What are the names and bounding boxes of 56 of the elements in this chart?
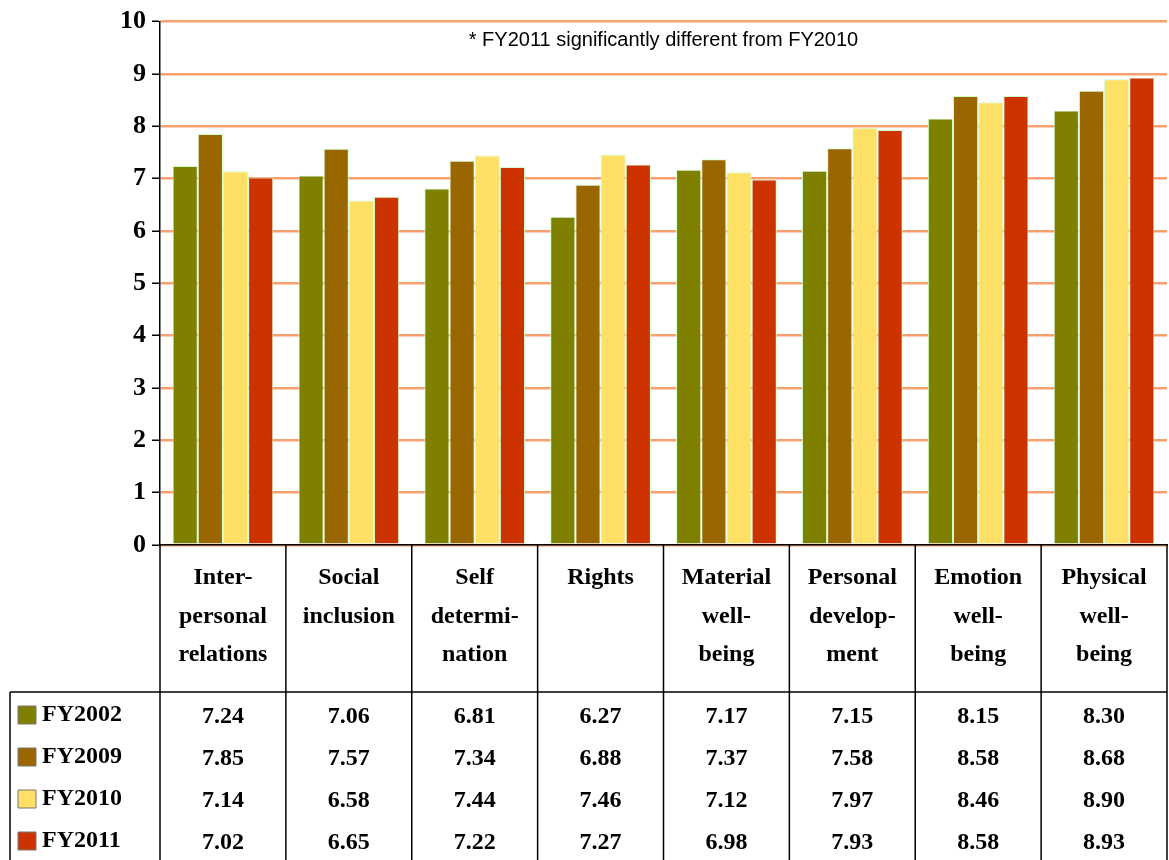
data-label: 7.02	[201, 828, 244, 854]
y-tick-label: 8	[133, 109, 146, 139]
x-tick-label: Material well- being	[681, 563, 772, 666]
data-label: 7.27	[579, 828, 622, 854]
annotation: * FY2011 significantly different from FY2010	[468, 27, 859, 50]
data-label: 7.15	[831, 702, 874, 728]
y-tick-label: 7	[133, 162, 146, 192]
legend-label: FY2010	[42, 784, 122, 811]
data-label: 7.93	[831, 828, 874, 854]
data-label: 7.34	[453, 744, 496, 770]
data-label: 7.12	[705, 786, 748, 812]
data-label: 7.58	[831, 744, 874, 770]
data-label: 8.93	[1083, 828, 1126, 854]
legend-label: FY2009	[42, 742, 122, 769]
data-label: 6.88	[579, 744, 622, 770]
x-tick-label: Self determi- nation	[430, 563, 519, 666]
data-label: 8.46	[957, 786, 1000, 812]
data-label: 7.57	[327, 744, 370, 770]
data-label: 7.44	[453, 786, 496, 812]
data-label: 7.17	[705, 702, 748, 728]
y-tick-label: 6	[133, 214, 146, 244]
y-tick-label: 0	[133, 528, 146, 558]
y-tick-label: 2	[133, 423, 146, 453]
x-tick-label: Physical well- being	[1061, 563, 1148, 666]
data-label: 6.58	[327, 786, 370, 812]
y-tick-label: 3	[133, 371, 146, 401]
data-label: 8.15	[957, 702, 1000, 728]
x-tick-label: Rights	[567, 563, 634, 590]
data-label: 8.90	[1083, 786, 1126, 812]
data-label: 7.37	[705, 744, 748, 770]
y-tick-label: 9	[133, 57, 146, 87]
data-label: 8.68	[1083, 744, 1126, 770]
data-label: 7.24	[201, 702, 244, 728]
y-tick-label: 1	[133, 476, 146, 506]
data-label: 7.22	[453, 828, 496, 854]
y-tick-label: 10	[120, 5, 146, 35]
x-tick-label: Emotion well- being	[934, 563, 1023, 666]
data-label: 6.98	[705, 828, 748, 854]
data-label: 6.81	[453, 702, 496, 728]
data-label: 7.06	[327, 702, 370, 728]
x-tick-label: Social inclusion	[302, 563, 395, 628]
data-label: 6.65	[327, 828, 370, 854]
x-tick-label: Personal develop- ment	[807, 563, 898, 666]
x-tick-label: Inter- personal relations	[178, 563, 268, 666]
data-label: 7.85	[201, 744, 244, 770]
data-label: 7.46	[579, 786, 622, 812]
data-label: 8.58	[957, 744, 1000, 770]
data-label: 6.27	[579, 702, 622, 728]
data-label: 8.30	[1083, 702, 1126, 728]
data-label: 7.97	[831, 786, 874, 812]
legend-label: FY2002	[42, 700, 122, 727]
data-label: 7.14	[201, 786, 244, 812]
y-tick-label: 4	[133, 319, 146, 349]
legend-label: FY2011	[42, 826, 121, 853]
y-tick-label: 5	[133, 266, 146, 296]
data-label: 8.58	[957, 828, 1000, 854]
